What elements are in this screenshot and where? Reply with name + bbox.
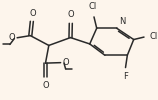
Text: O: O [9,33,15,42]
Text: Cl: Cl [149,32,158,41]
Text: Cl: Cl [88,2,97,11]
Text: O: O [62,58,69,67]
Text: N: N [119,18,126,26]
Text: O: O [29,9,36,18]
Text: F: F [123,72,128,81]
Text: O: O [68,10,74,19]
Text: O: O [42,81,49,90]
